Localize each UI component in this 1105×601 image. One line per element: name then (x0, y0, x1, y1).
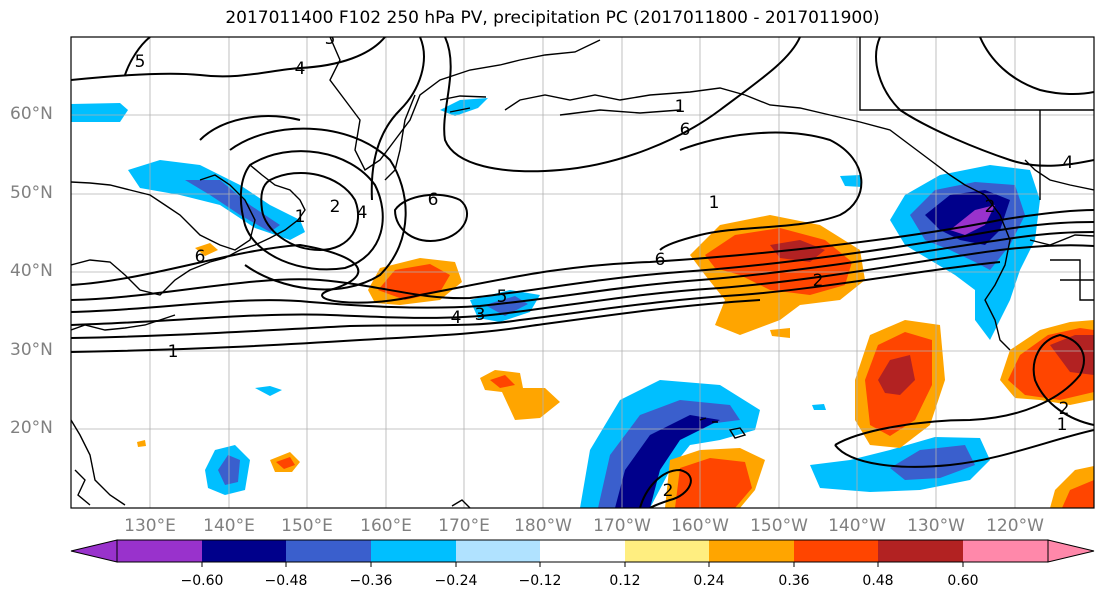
colorbar-bin (794, 540, 878, 562)
lon-label: 150°W (750, 516, 808, 536)
contour-label: 2 (663, 481, 674, 501)
colorbar-tick-label: −0.60 (180, 573, 224, 589)
colorbar-bin (117, 540, 202, 562)
contour-label: 3 (475, 305, 486, 325)
contour-label: 1 (295, 207, 306, 227)
lat-label: 20°N (10, 418, 53, 438)
contour-label: 1 (675, 97, 686, 117)
contour-label: 2 (1059, 399, 1070, 419)
colorbar-tick-label: 0.48 (862, 573, 894, 589)
lon-label: 160°E (360, 516, 412, 536)
colorbar-extend-max (1047, 539, 1095, 563)
colorbar-bin (202, 540, 286, 562)
contour-label: 5 (497, 287, 508, 307)
colorbar-bin (371, 540, 456, 562)
colorbar-tick-label: −0.12 (518, 573, 562, 589)
contour-label: 1 (709, 193, 720, 213)
lon-label: 170°E (438, 516, 490, 536)
contour-label: 4 (1063, 153, 1074, 173)
colorbar-bin (963, 540, 1048, 562)
colorbar-tick-label: 0.60 (947, 573, 979, 589)
lat-label: 50°N (10, 183, 53, 203)
colorbar-tick-label: −0.48 (264, 573, 308, 589)
coastlines (71, 37, 1094, 508)
colorbar-bin (540, 540, 625, 562)
colorbar-bin (709, 540, 794, 562)
lon-label: 140°W (828, 516, 886, 536)
colorbar-bin (456, 540, 540, 562)
contour-label: 6 (680, 120, 691, 140)
lon-label: 160°W (671, 516, 729, 536)
contour-label: 5 (325, 29, 336, 49)
lat-label: 40°N (10, 261, 53, 281)
lon-label: 130°W (907, 516, 965, 536)
pv-contours (71, 37, 1094, 508)
lon-label: 150°E (281, 516, 333, 536)
contour-label: 4 (295, 59, 306, 79)
map-title: 2017011400 F102 250 hPa PV, precipitatio… (225, 8, 880, 28)
colorbar-bin (286, 540, 371, 562)
contour-label: 6 (655, 250, 666, 270)
map-panel: 5 4 5 2 1 6 4 6 1 6 2 4 4 3 5 6 1 2 1 2 … (71, 29, 1094, 508)
contour-label: 4 (357, 203, 368, 223)
colorbar-tick-label: 0.36 (778, 573, 810, 589)
colorbar (70, 539, 1095, 567)
lon-label: 140°E (203, 516, 255, 536)
colorbar-tick-label: 0.12 (609, 573, 641, 589)
colorbar-tick-label: −0.36 (349, 573, 393, 589)
contour-label: 2 (330, 197, 341, 217)
colorbar-bin (625, 540, 709, 562)
lon-label: 130°E (124, 516, 176, 536)
lat-label: 60°N (10, 104, 53, 124)
lat-label: 30°N (10, 340, 53, 360)
colorbar-extend-min (70, 539, 118, 563)
contour-label: 1 (168, 342, 179, 362)
contour-label: 6 (195, 247, 206, 267)
colorbar-tick-label: 0.24 (693, 573, 725, 589)
contour-label: 5 (135, 52, 146, 72)
map-frame (70, 36, 1095, 509)
colorbar-bin (878, 540, 963, 562)
contour-labels: 5 4 5 2 1 6 4 6 1 6 2 4 4 3 5 6 1 2 1 2 … (135, 29, 1074, 501)
contour-label: 2 (813, 271, 824, 291)
contour-label: 2 (985, 197, 996, 217)
lon-label: 120°W (986, 516, 1044, 536)
contour-label: 1 (1057, 415, 1068, 435)
lon-label: 170°W (593, 516, 651, 536)
contour-label: 6 (428, 190, 439, 210)
contour-label: 4 (451, 308, 462, 328)
colorbar-tick-label: −0.24 (434, 573, 478, 589)
lon-label: 180°W (514, 516, 572, 536)
